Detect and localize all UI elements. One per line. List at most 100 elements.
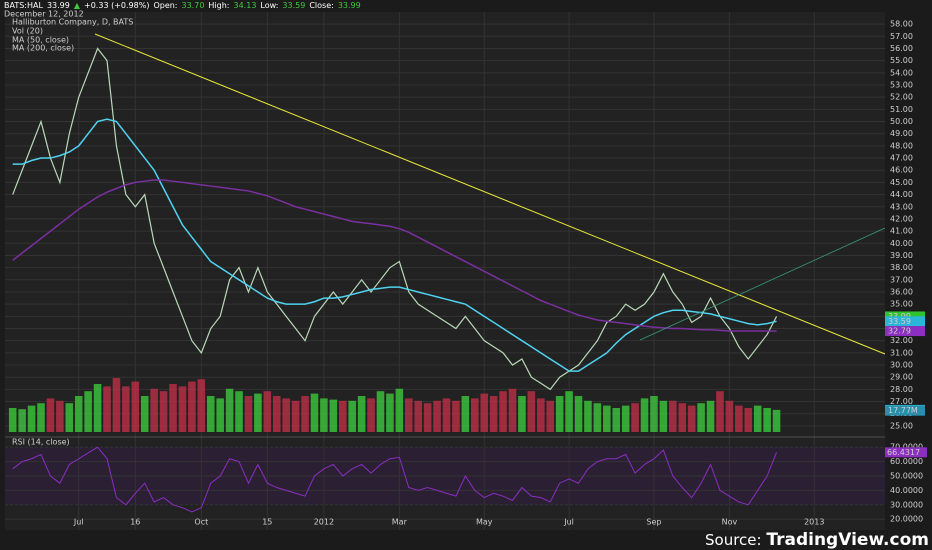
- source-site: TradingView.com: [766, 530, 929, 550]
- x-tick-label: May: [476, 518, 493, 527]
- volume-bar: [763, 408, 771, 432]
- y-tick-label: 40.00: [890, 239, 913, 248]
- y-tick-label: 42.00: [890, 214, 913, 223]
- volume-bar: [310, 393, 319, 432]
- legend-title: Halliburton Company, D, BATS: [12, 18, 133, 27]
- volume-bar: [640, 398, 649, 432]
- volume-bar: [122, 386, 130, 432]
- volume-bar: [37, 403, 45, 432]
- y-tick-label: 58.00: [890, 20, 913, 29]
- volume-bar: [489, 396, 498, 432]
- volume-bar: [537, 398, 545, 432]
- trend-line: [94, 33, 886, 355]
- header-item: High:: [208, 1, 229, 10]
- volume-bar: [433, 400, 441, 432]
- header-item: 33.99: [338, 1, 361, 10]
- volume-bar: [282, 398, 290, 432]
- volume-bar: [291, 400, 300, 432]
- volume-bar: [140, 396, 149, 432]
- trend-line: [639, 227, 886, 341]
- main-pane: [5, 12, 885, 436]
- x-tick-label: Sep: [646, 518, 661, 527]
- volume-bar: [414, 400, 422, 432]
- rsi-tick-label: 20.0000: [890, 515, 923, 524]
- volume-bar: [650, 396, 658, 432]
- volume-bar: [244, 396, 253, 432]
- volume-bar: [593, 403, 602, 432]
- date: December 12, 2012: [4, 10, 84, 19]
- header-item: BATS:HAL: [4, 1, 43, 10]
- labels: BATS:HAL 33.99 ▲ +0.33 (+0.98%) Open: 33.70 Hi…: [4, 1, 929, 550]
- y-tick-label: 36.00: [890, 287, 913, 296]
- y-tick-label: 47.00: [890, 154, 913, 163]
- rsi-label-box: [885, 447, 927, 458]
- price-label: 32.79: [888, 327, 911, 336]
- volume-bar: [27, 405, 36, 432]
- volume-bar: [725, 400, 734, 432]
- y-tick-label: 46.00: [890, 166, 913, 175]
- volume-bar: [216, 398, 224, 432]
- volume-bar: [348, 400, 356, 432]
- volume-bar: [84, 391, 92, 432]
- legend-ma50: MA (50, close): [12, 36, 69, 45]
- volume-bar: [584, 400, 592, 432]
- y-tick-label: 45.00: [890, 178, 913, 187]
- x-tick-label: Mar: [392, 518, 408, 527]
- header-item: +0.33 (+0.98%): [84, 1, 149, 10]
- y-tick-label: 35.00: [890, 300, 913, 309]
- y-tick-label: 25.00: [890, 421, 913, 430]
- header-item: Low:: [260, 1, 278, 10]
- ma-line: [12, 179, 777, 332]
- volume-bar: [263, 391, 272, 432]
- volume-bar: [301, 396, 309, 432]
- volume-bar: [206, 396, 215, 432]
- header: BATS:HAL 33.99 ▲ +0.33 (+0.98%) Open: 33.70 Hi…: [4, 1, 361, 10]
- volume-bar: [320, 398, 328, 432]
- y-tick-label: 29.00: [890, 373, 913, 382]
- volume-bar: [367, 398, 375, 432]
- x-tick-label: Jul: [73, 518, 84, 527]
- volume-bar: [471, 398, 479, 432]
- y-tick-label: 53.00: [890, 81, 913, 90]
- y-tick-label: 27.00: [890, 397, 913, 406]
- volume-bar: [376, 391, 385, 432]
- volume-bar: [612, 408, 621, 432]
- marks: [8, 47, 781, 513]
- y-tick-label: 57.00: [890, 32, 913, 41]
- volume-bar: [621, 405, 630, 432]
- x-tick-label: Jul: [563, 518, 574, 527]
- volume-bar: [461, 396, 470, 432]
- volume-bar: [178, 386, 187, 432]
- volume-bar: [687, 405, 696, 432]
- y-tick-label: 50.00: [890, 117, 913, 126]
- y-tick-label: 41.00: [890, 227, 913, 236]
- y-tick-label: 54.00: [890, 68, 913, 77]
- header-item: 33.70: [182, 1, 205, 10]
- x-tick-label: Oct: [194, 518, 208, 527]
- volume-bar: [338, 400, 347, 432]
- volume-bar: [65, 403, 74, 432]
- volume-bar: [527, 391, 536, 432]
- volume-bar: [659, 400, 668, 432]
- volume-bar: [442, 398, 451, 432]
- volume-bar: [56, 400, 64, 432]
- price-label-box: [885, 316, 925, 327]
- volume-bar: [772, 409, 781, 432]
- volume-bar: [18, 409, 26, 432]
- rsi-tick-label: 50.0000: [890, 472, 923, 481]
- source-label: Source:: [705, 531, 762, 549]
- volume-bar: [197, 379, 206, 432]
- price-label: 33.59: [888, 317, 911, 326]
- legend-rsi: RSI (14, close): [12, 438, 70, 447]
- rsi-tick-label: 70.0000: [890, 443, 923, 452]
- volume-bar: [423, 403, 432, 432]
- header-item: 34.13: [234, 1, 257, 10]
- volume-bar: [706, 400, 715, 432]
- y-tick-label: 55.00: [890, 56, 913, 65]
- y-tick-label: 32.00: [890, 336, 913, 345]
- volume-bar: [169, 384, 177, 432]
- y-tick-label: 44.00: [890, 190, 913, 199]
- header-item: 33.59: [282, 1, 305, 10]
